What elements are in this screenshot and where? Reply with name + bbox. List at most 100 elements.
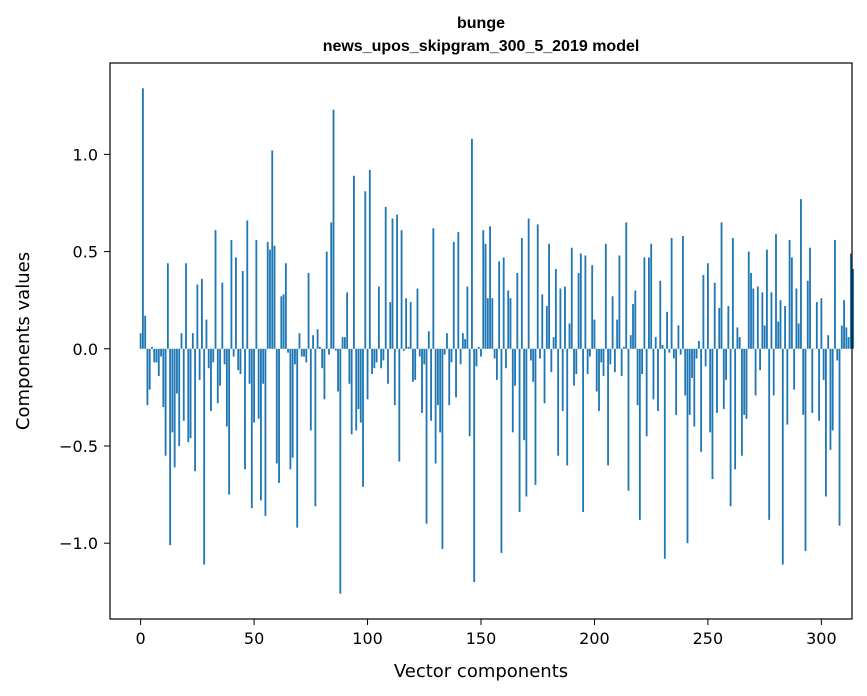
bar [373, 348, 376, 369]
bar [280, 296, 283, 349]
bar [359, 348, 362, 423]
bar [800, 199, 802, 349]
bar [586, 348, 589, 375]
x-axis-label: Vector components [394, 661, 568, 682]
plot-area-frame [109, 62, 853, 620]
bar [795, 288, 798, 349]
bar [559, 288, 562, 349]
bar [185, 263, 187, 349]
bar [455, 348, 457, 398]
bar [473, 348, 476, 583]
bar [632, 304, 634, 349]
bar [530, 348, 532, 361]
bar [362, 348, 364, 487]
bar [700, 348, 703, 452]
bar [686, 348, 689, 544]
bar [577, 272, 580, 349]
bar [570, 247, 573, 349]
bar [598, 348, 600, 411]
bar [257, 348, 260, 419]
y-tick-label: 0.0 [73, 340, 98, 359]
bar [278, 348, 280, 483]
bar [657, 348, 659, 411]
bar [505, 348, 507, 369]
bar [248, 348, 251, 384]
bar [341, 337, 344, 349]
bar [423, 348, 426, 365]
bar [198, 348, 201, 380]
bar [214, 230, 217, 349]
bar [244, 348, 246, 470]
bar [525, 348, 528, 497]
bar [834, 239, 836, 349]
bar [811, 348, 814, 413]
bar [641, 348, 644, 375]
bar [287, 348, 290, 353]
bar [670, 237, 673, 349]
bar [741, 348, 743, 456]
bar [545, 306, 548, 349]
bar [573, 348, 575, 386]
bar [636, 348, 639, 406]
bar [337, 348, 339, 392]
x-tick-label: 150 [466, 629, 497, 648]
bar [820, 298, 823, 349]
bar [822, 348, 825, 380]
bar [346, 292, 349, 349]
bar [139, 333, 142, 349]
bar [625, 222, 628, 349]
bar [382, 348, 385, 361]
bar [829, 348, 832, 450]
bar [477, 346, 480, 349]
bar [446, 333, 448, 349]
bar [364, 191, 367, 349]
bar [232, 348, 235, 357]
bar [314, 348, 317, 507]
bar [604, 243, 607, 349]
bar [520, 237, 523, 349]
bar [289, 348, 292, 470]
bar [847, 337, 850, 349]
bar [727, 306, 730, 349]
bar [400, 230, 403, 349]
bar [784, 306, 786, 349]
bar [160, 348, 162, 357]
bar [707, 263, 709, 349]
bar [711, 348, 714, 480]
bar [688, 348, 691, 415]
bar [207, 348, 210, 369]
bar [843, 300, 845, 349]
bar [416, 288, 419, 349]
bar [679, 348, 682, 355]
bar [541, 294, 544, 349]
bar [582, 348, 585, 513]
bar [523, 348, 526, 441]
bar [840, 325, 843, 349]
bar [645, 348, 648, 437]
bar [629, 335, 632, 349]
bar [623, 346, 625, 349]
bar [210, 348, 212, 411]
bar [659, 280, 662, 349]
bar [393, 348, 396, 406]
x-tick-label: 300 [806, 629, 837, 648]
bar [682, 236, 684, 349]
bar [775, 234, 777, 349]
bar [271, 150, 274, 349]
bar [284, 263, 287, 349]
y-tick-label: −1.0 [59, 534, 98, 553]
bar [398, 348, 401, 462]
bar [806, 280, 809, 349]
bar [550, 348, 553, 373]
bar [584, 255, 587, 349]
bar [328, 348, 330, 355]
bar [852, 269, 855, 349]
bar [402, 348, 405, 351]
bar [241, 271, 244, 349]
bar [396, 214, 398, 349]
bar [316, 329, 319, 349]
bar [502, 257, 505, 349]
bar [825, 348, 827, 497]
bar [171, 348, 174, 433]
bar [564, 286, 566, 349]
